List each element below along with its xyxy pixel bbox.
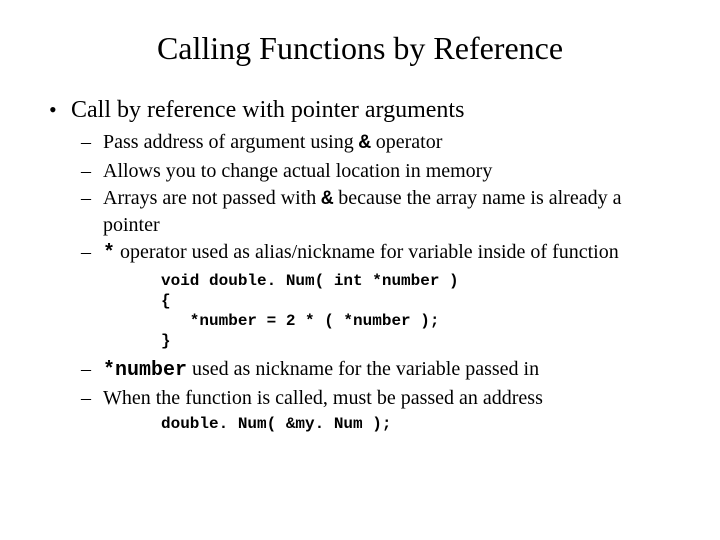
l2-text: operator used as alias/nickname for vari… — [115, 241, 619, 263]
inline-code: *number — [103, 359, 187, 382]
l1-item: Call by reference with pointer arguments… — [45, 97, 675, 433]
l2-item: When the function is called, must be pas… — [81, 386, 675, 412]
l2-item: Allows you to change actual location in … — [81, 159, 675, 185]
l2-text: operator — [371, 131, 443, 153]
inline-code: & — [321, 188, 333, 211]
slide-title: Calling Functions by Reference — [45, 30, 675, 67]
code-block: void double. Num( int *number ) { *numbe… — [161, 271, 675, 351]
slide: Calling Functions by Reference Call by r… — [0, 0, 720, 457]
inline-code: * — [103, 242, 115, 265]
inline-code: & — [359, 132, 371, 155]
l2-text: used as nickname for the variable passed… — [187, 358, 539, 380]
l2-item: Pass address of argument using & operato… — [81, 130, 675, 157]
l2-item: *number used as nickname for the variabl… — [81, 357, 675, 384]
bullet-list-level2: *number used as nickname for the variabl… — [71, 357, 675, 411]
l1-text: Call by reference with pointer arguments — [71, 97, 464, 123]
l2-item: Arrays are not passed with & because the… — [81, 186, 675, 238]
l2-text: Arrays are not passed with — [103, 187, 321, 209]
code-block: double. Num( &my. Num ); — [161, 415, 675, 433]
l2-text: Pass address of argument using — [103, 131, 359, 153]
l2-text: Allows you to change actual location in … — [103, 160, 492, 182]
l2-text: When the function is called, must be pas… — [103, 387, 543, 409]
l2-item: * operator used as alias/nickname for va… — [81, 240, 675, 267]
bullet-list-level2: Pass address of argument using & operato… — [71, 130, 675, 267]
bullet-list-level1: Call by reference with pointer arguments… — [45, 97, 675, 433]
